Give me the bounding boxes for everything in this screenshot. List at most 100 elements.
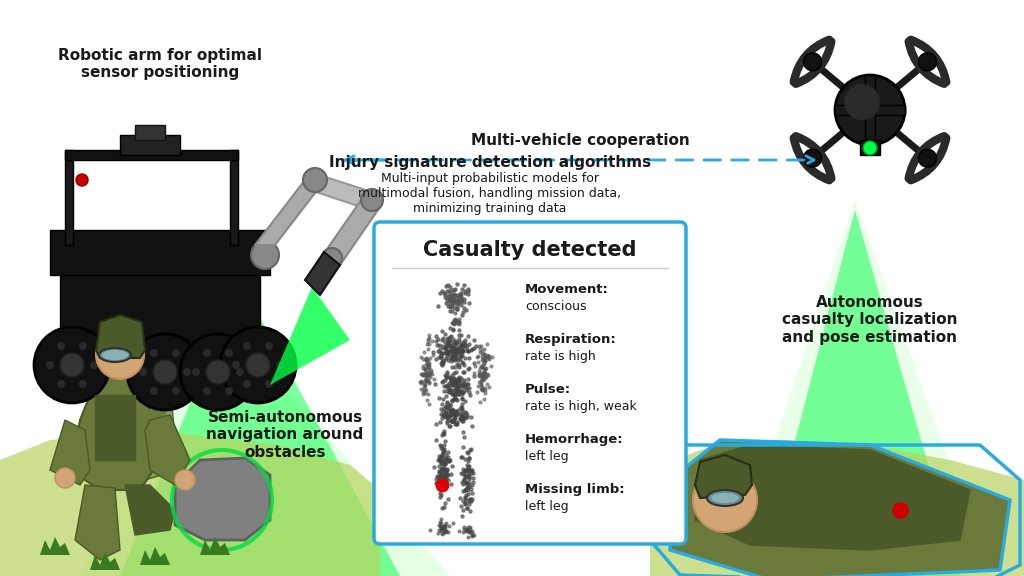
Point xyxy=(415,354,431,363)
Point xyxy=(464,494,480,503)
Circle shape xyxy=(183,368,191,376)
Point xyxy=(436,355,453,365)
Point xyxy=(451,338,467,347)
Point xyxy=(440,456,457,465)
Text: Hemorrhage:: Hemorrhage: xyxy=(525,433,624,446)
Point xyxy=(433,451,450,460)
Point xyxy=(447,317,464,326)
Point xyxy=(433,465,450,474)
Point xyxy=(457,397,473,406)
Point xyxy=(418,375,434,384)
Point xyxy=(443,331,460,340)
Point xyxy=(430,335,446,344)
Point xyxy=(447,317,464,327)
Text: Autonomous
casualty localization
and pose estimation: Autonomous casualty localization and pos… xyxy=(782,295,957,345)
Point xyxy=(462,528,478,537)
Point xyxy=(458,478,474,487)
Point xyxy=(451,298,467,308)
Point xyxy=(443,404,460,414)
Point xyxy=(445,320,462,329)
Point xyxy=(455,506,471,515)
Point xyxy=(450,382,466,392)
Point xyxy=(453,294,469,304)
Point xyxy=(450,406,466,415)
Point xyxy=(441,456,458,465)
Point xyxy=(460,285,476,294)
Point xyxy=(440,347,457,356)
Point xyxy=(435,343,452,353)
Point xyxy=(431,467,447,476)
Point xyxy=(460,456,476,465)
Point xyxy=(455,486,471,495)
Point xyxy=(454,295,470,305)
Point xyxy=(472,379,488,388)
Point xyxy=(452,346,468,355)
Point xyxy=(443,397,460,406)
Point xyxy=(428,435,444,445)
Point xyxy=(454,411,470,420)
Circle shape xyxy=(34,327,110,403)
Point xyxy=(434,523,451,532)
Point xyxy=(464,488,480,498)
Point xyxy=(442,336,459,346)
Point xyxy=(433,458,450,467)
Point xyxy=(459,524,475,533)
Point xyxy=(449,385,465,394)
Point xyxy=(462,465,478,475)
Point xyxy=(474,372,490,381)
Point xyxy=(456,388,472,397)
Point xyxy=(455,308,471,317)
Circle shape xyxy=(172,387,180,395)
Polygon shape xyxy=(695,445,970,550)
Point xyxy=(460,286,476,295)
Point xyxy=(433,464,450,473)
Polygon shape xyxy=(50,420,90,485)
Bar xyxy=(146,410,166,435)
Point xyxy=(436,465,453,475)
Point xyxy=(457,498,473,507)
Point xyxy=(453,294,469,304)
Point xyxy=(440,334,457,343)
Point xyxy=(439,411,456,420)
Point xyxy=(440,528,457,537)
Point xyxy=(444,318,461,327)
Point xyxy=(430,302,446,311)
Point xyxy=(419,369,435,378)
Circle shape xyxy=(246,353,270,377)
Point xyxy=(443,416,460,426)
Point xyxy=(461,499,477,509)
Point xyxy=(418,354,434,363)
Point xyxy=(440,339,457,348)
Point xyxy=(473,376,489,385)
Polygon shape xyxy=(670,440,1010,576)
Point xyxy=(434,470,451,479)
Point xyxy=(440,302,457,311)
Point xyxy=(442,375,459,384)
Polygon shape xyxy=(145,415,190,485)
Point xyxy=(443,380,460,389)
Point xyxy=(446,409,463,418)
Point xyxy=(420,389,436,398)
Point xyxy=(441,350,458,359)
Point xyxy=(460,485,476,494)
Point xyxy=(453,340,469,349)
Point xyxy=(452,381,468,390)
Point xyxy=(443,416,460,426)
Point xyxy=(442,422,459,431)
Point xyxy=(476,385,493,394)
Point xyxy=(439,386,456,396)
Point xyxy=(432,472,449,482)
Point xyxy=(416,370,432,379)
Point xyxy=(445,343,462,353)
Point xyxy=(441,324,458,333)
Point xyxy=(454,394,470,403)
Point xyxy=(433,441,450,450)
Point xyxy=(458,472,474,482)
Point xyxy=(449,359,465,368)
Point xyxy=(462,391,478,400)
Point xyxy=(471,377,487,386)
Point xyxy=(445,408,462,418)
Point xyxy=(457,492,473,501)
Point xyxy=(413,377,429,386)
Point xyxy=(447,394,464,403)
